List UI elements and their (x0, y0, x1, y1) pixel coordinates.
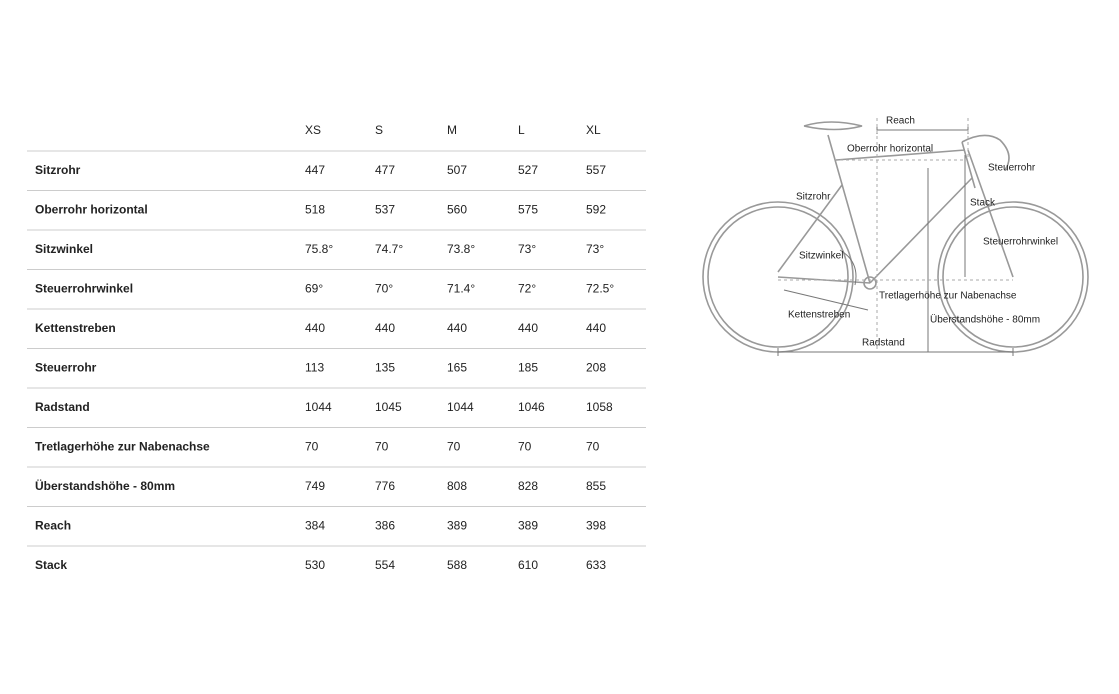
cell: 507 (447, 163, 467, 177)
cell: 1045 (375, 400, 402, 414)
diagram-label: Stack (970, 198, 996, 209)
cell: 70 (305, 439, 319, 453)
row-label: Sitzrohr (35, 163, 81, 177)
cell: 557 (586, 163, 606, 177)
cell: 575 (518, 202, 538, 216)
cell: 70 (586, 439, 600, 453)
cell: 440 (305, 321, 325, 335)
cell: 440 (518, 321, 538, 335)
column-header: S (375, 123, 383, 137)
row-label: Tretlagerhöhe zur Nabenachse (35, 439, 210, 453)
diagram-label: Überstandshöhe - 80mm (930, 314, 1040, 326)
cell: 592 (586, 202, 606, 216)
cell: 75.8° (305, 242, 333, 256)
cell: 389 (447, 518, 467, 532)
row-label: Reach (35, 518, 71, 532)
cell: 1058 (586, 400, 613, 414)
cell: 855 (586, 479, 606, 493)
row-label: Sitzwinkel (35, 242, 93, 256)
cell: 113 (305, 360, 324, 374)
guide-lines (778, 118, 1013, 352)
diagram-label: Sitzwinkel (799, 251, 843, 262)
cell: 440 (586, 321, 606, 335)
bottom-bracket (863, 276, 877, 290)
cell: 72° (518, 281, 536, 295)
row-label: Stack (35, 558, 67, 572)
cell: 828 (518, 479, 538, 493)
cell: 135 (375, 360, 395, 374)
cell: 776 (375, 479, 395, 493)
cell: 1046 (518, 400, 545, 414)
row-label: Steuerrohr (35, 360, 97, 374)
cell: 208 (586, 360, 606, 374)
cell: 389 (518, 518, 538, 532)
cell: 72.5° (586, 281, 614, 295)
row-label: Überstandshöhe - 80mm (35, 478, 175, 493)
row-label: Steuerrohrwinkel (35, 281, 133, 295)
front-rim (942, 206, 1084, 348)
diagram-label: Radstand (862, 338, 905, 349)
cell: 588 (447, 558, 467, 572)
row-label: Oberrohr horizontal (35, 202, 148, 216)
cell: 74.7° (375, 242, 403, 256)
cell: 73° (518, 242, 536, 256)
diagram-label: Reach (886, 116, 915, 127)
cell: 70 (518, 439, 532, 453)
row-label: Kettenstreben (35, 321, 116, 335)
cell: 70° (375, 281, 393, 295)
cell: 537 (375, 202, 395, 216)
cell: 73.8° (447, 242, 475, 256)
cell: 447 (305, 163, 325, 177)
cell: 477 (375, 163, 395, 177)
cell: 440 (375, 321, 395, 335)
cell: 633 (586, 558, 606, 572)
cell: 1044 (305, 400, 332, 414)
cell: 530 (305, 558, 325, 572)
cell: 73° (586, 242, 604, 256)
cell: 398 (586, 518, 606, 532)
bike-diagram: Reach Oberrohr horizontal Steuerrohr Sit… (702, 116, 1089, 356)
cell: 165 (447, 360, 467, 374)
column-header: M (447, 123, 457, 137)
diagram-label: Sitzrohr (796, 192, 831, 203)
cell: 386 (375, 518, 395, 532)
cell: 554 (375, 558, 395, 572)
rear-rim (707, 206, 849, 348)
cell: 440 (447, 321, 467, 335)
cell: 560 (447, 202, 467, 216)
cell: 71.4° (447, 281, 475, 295)
column-header: XL (586, 123, 601, 137)
cell: 527 (518, 163, 538, 177)
cell: 70 (447, 439, 461, 453)
diagram-label: Oberrohr horizontal (847, 144, 933, 155)
diagram-label: Steuerrohrwinkel (983, 237, 1058, 248)
cell: 749 (305, 479, 325, 493)
column-header: XS (305, 123, 321, 137)
cell: 69° (305, 281, 323, 295)
diagram-label: Tretlagerhöhe zur Nabenachse (879, 291, 1017, 302)
cell: 70 (375, 439, 389, 453)
diagram-label: Kettenstreben (788, 310, 850, 321)
column-header: L (518, 123, 525, 137)
diagram-label: Steuerrohr (988, 163, 1036, 174)
cell: 808 (447, 479, 467, 493)
row-label: Radstand (35, 400, 90, 414)
cell: 518 (305, 202, 325, 216)
cell: 610 (518, 558, 538, 572)
cell: 384 (305, 518, 325, 532)
cell: 185 (518, 360, 538, 374)
cell: 1044 (447, 400, 474, 414)
frame (777, 121, 1014, 284)
